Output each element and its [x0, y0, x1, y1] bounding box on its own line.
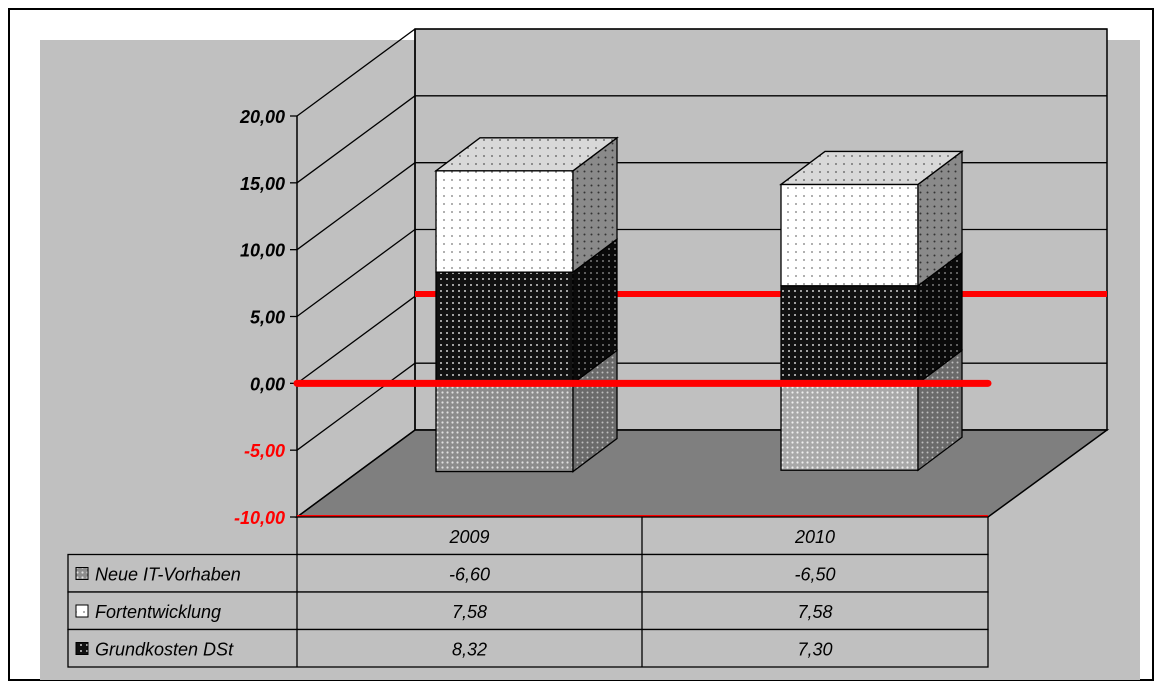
bar-neue-it-vorhaben-2010 [780, 382, 919, 471]
y-tick-label: 5,00 [250, 308, 285, 328]
gridline-side [296, 429, 416, 518]
table-row-fortentwicklung [67, 591, 989, 631]
table-header-2009: 2009 [448, 527, 489, 547]
table-value: -6,60 [449, 565, 490, 585]
bar-grundkosten-dst-2010 [780, 285, 919, 384]
legend-label-neue-it-vorhaben: Neue IT-Vorhaben [95, 565, 241, 585]
bar-group-2010 [779, 150, 964, 472]
y-tick-label: 10,00 [240, 241, 285, 261]
table-header-2010: 2010 [794, 527, 835, 547]
gridline-side [296, 228, 416, 318]
gridline-side [296, 28, 416, 117]
gridline-side [296, 162, 416, 251]
bar-grundkosten-dst-2009 [435, 271, 574, 384]
gridline-side [296, 295, 416, 384]
gridline-side [296, 362, 416, 451]
legend-label-grundkosten-dst: Grundkosten DSt [95, 640, 234, 660]
legend-swatch-fortentwicklung [75, 604, 89, 618]
table-value: -6,50 [794, 565, 835, 585]
table-value: 7,30 [797, 640, 832, 660]
y-tick-label: 0,00 [250, 374, 285, 394]
gridline-side [296, 95, 416, 184]
table-value: 8,32 [452, 640, 487, 660]
chart-floor [294, 429, 1110, 518]
legend-label-fortentwicklung: Fortentwicklung [95, 602, 221, 622]
legend-swatch-grundkosten-dst [75, 642, 89, 655]
bar-fortentwicklung-2009 [435, 170, 574, 273]
table-row-grundkosten-dst [67, 628, 989, 668]
y-tick-label: 15,00 [240, 174, 285, 194]
table-value: 7,58 [797, 602, 832, 622]
table-value: 7,58 [452, 602, 487, 622]
bar-neue-it-vorhaben-2009 [435, 382, 574, 473]
y-tick-label: 20,00 [239, 107, 285, 127]
y-tick-label: -10,00 [234, 508, 285, 528]
y-tick-label: -5,00 [244, 441, 285, 461]
legend-swatch-neue-it-vorhaben [75, 567, 89, 580]
bar-top-2009 [434, 137, 619, 172]
bar-group-2009 [434, 136, 619, 473]
table-row-neue-it-vorhaben [67, 553, 989, 593]
bar-top-2010 [779, 150, 964, 186]
bar-fortentwicklung-2010 [780, 183, 919, 287]
